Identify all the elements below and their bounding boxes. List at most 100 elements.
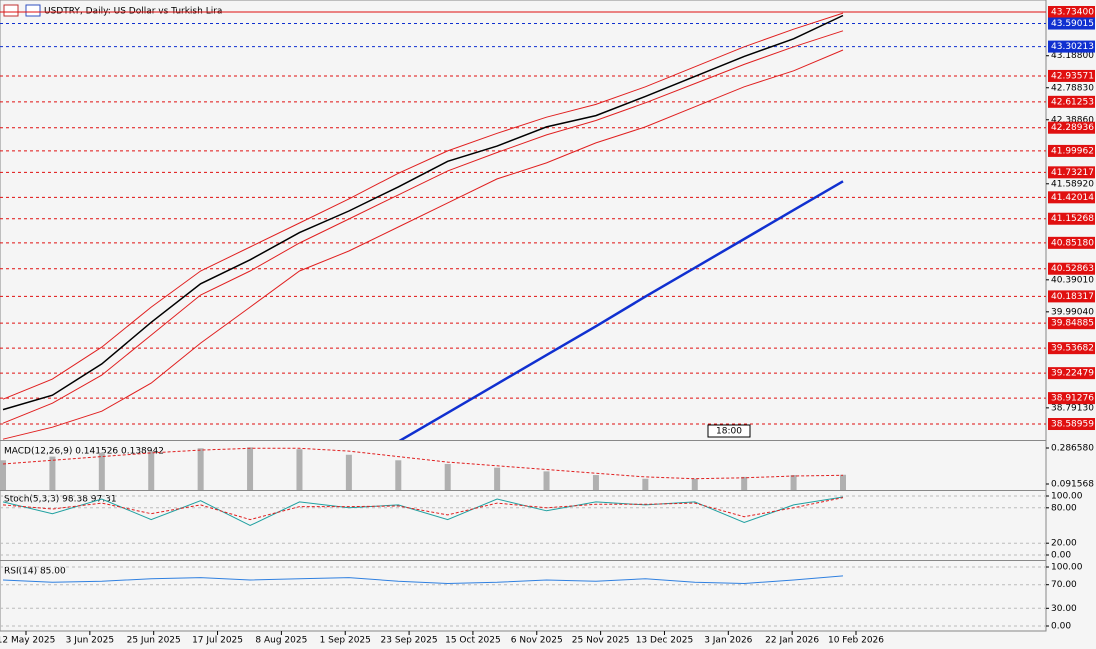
level-label-box [1048, 290, 1095, 303]
level-label: 41.15268 [1051, 214, 1094, 224]
y-tick-label: 43.18800 [1051, 51, 1094, 61]
level-label-box [1048, 6, 1095, 19]
y-tick-label: 30.00 [1051, 604, 1077, 614]
icon [25, 4, 41, 17]
macd-bar [642, 478, 649, 490]
level-label-box [1048, 121, 1095, 134]
series-line [2, 447, 844, 480]
level-label-box [1048, 212, 1095, 225]
level-label-box [1048, 418, 1095, 431]
series-line [2, 497, 844, 521]
level-label: 41.99962 [1051, 146, 1094, 156]
level-label: 42.93571 [1051, 71, 1094, 81]
y-tick-label: 38.79130 [1051, 403, 1094, 413]
level-label: 39.53682 [1051, 344, 1094, 354]
level-label-box [1048, 166, 1095, 179]
level-label-box [1048, 69, 1095, 82]
x-tick-label: 1 Sep 2025 [320, 636, 371, 646]
rsi-title: RSI(14) 85.00 [4, 567, 66, 577]
series-line [2, 30, 844, 424]
macd-bar [247, 447, 254, 490]
macd-bar [592, 475, 599, 490]
y-tick-label: 0.091568 [1051, 479, 1094, 489]
series-line [2, 12, 844, 400]
level-label-box [1048, 317, 1095, 330]
level-label: 38.58959 [1051, 420, 1094, 430]
level-label: 39.22479 [1051, 369, 1094, 379]
x-tick-label: 10 Feb 2026 [828, 636, 884, 646]
y-tick-label: 0.00 [1051, 550, 1071, 560]
x-tick-label: 12 May 2025 [0, 636, 55, 646]
x-tick-label: 8 Aug 2025 [255, 636, 307, 646]
macd-bar [790, 475, 797, 490]
x-tick-label: 25 Nov 2025 [572, 636, 630, 646]
x-tick-label: 3 Jun 2025 [66, 636, 114, 646]
x-tick-label: 17 Jul 2025 [192, 636, 243, 646]
macd-bar [296, 449, 303, 490]
y-tick-label: 0.286580 [1051, 443, 1094, 453]
macd-title: MACD(12,26,9) 0.141526 0.138942 [4, 447, 164, 457]
series-line [2, 14, 844, 411]
macd-bar [0, 460, 6, 490]
macd-bar [197, 448, 204, 490]
x-tick-label: 6 Nov 2025 [511, 636, 563, 646]
level-label: 40.85180 [1051, 238, 1094, 248]
x-tick-label: 23 Sep 2025 [381, 636, 438, 646]
level-label-box [1048, 191, 1095, 204]
level-label: 39.84885 [1051, 319, 1094, 329]
y-tick-label: 42.78830 [1051, 83, 1094, 93]
x-tick-label: 13 Dec 2025 [636, 636, 694, 646]
y-tick-label: 41.58920 [1051, 179, 1094, 189]
level-label: 42.28936 [1051, 123, 1094, 133]
level-label: 38.91276 [1051, 394, 1094, 404]
y-tick-label: 39.99040 [1051, 307, 1094, 317]
x-tick-label: 25 Jun 2025 [127, 636, 181, 646]
level-label-box [1048, 144, 1095, 157]
y-tick-label: 100.00 [1051, 492, 1083, 502]
level-label-box [1048, 17, 1095, 30]
y-tick-label: 42.38860 [1051, 115, 1094, 125]
y-tick-label: 100.00 [1051, 563, 1083, 573]
macd-bar [494, 467, 501, 490]
series-line [2, 575, 844, 585]
macd-bar [395, 460, 402, 490]
level-label: 43.59015 [1051, 19, 1094, 29]
level-label-box [1048, 262, 1095, 275]
series-line [398, 180, 844, 440]
level-label: 40.52863 [1051, 264, 1094, 274]
macd-bar [444, 463, 451, 490]
chart-title: USDTRY, Daily: US Dollar vs Turkish Lira [44, 7, 222, 17]
y-tick-label: 20.00 [1051, 539, 1077, 549]
x-tick-label: 15 Oct 2025 [445, 636, 501, 646]
level-label: 42.61253 [1051, 97, 1094, 107]
level-label: 40.18317 [1051, 292, 1094, 302]
x-tick-label: 22 Jan 2026 [765, 636, 819, 646]
frame [0, 0, 1047, 632]
level-label-box [1048, 367, 1095, 380]
level-label: 43.73400 [1051, 8, 1094, 18]
level-label-box [1048, 40, 1095, 53]
series-line [2, 496, 844, 527]
level-label: 41.73217 [1051, 168, 1094, 178]
annotation: 18:00 [716, 427, 742, 437]
icon [3, 4, 19, 17]
x-tick-label: 3 Jan 2026 [704, 636, 752, 646]
macd-bar [691, 478, 698, 490]
y-tick-label: 70.00 [1051, 580, 1077, 590]
macd-bar [741, 476, 748, 490]
stoch-title: Stoch(5,3,3) 98.38 97.31 [4, 495, 117, 505]
y-tick-label: 80.00 [1051, 503, 1077, 513]
macd-bar [345, 454, 352, 490]
macd-bar [840, 474, 846, 490]
macd-bar [148, 451, 155, 490]
level-label-box [1048, 342, 1095, 355]
macd-bar [543, 471, 550, 490]
annotation-box [707, 424, 751, 438]
toolbar-icons [3, 4, 41, 17]
level-label-box [1048, 236, 1095, 249]
level-label: 43.30213 [1051, 42, 1094, 52]
level-label-box [1048, 95, 1095, 108]
